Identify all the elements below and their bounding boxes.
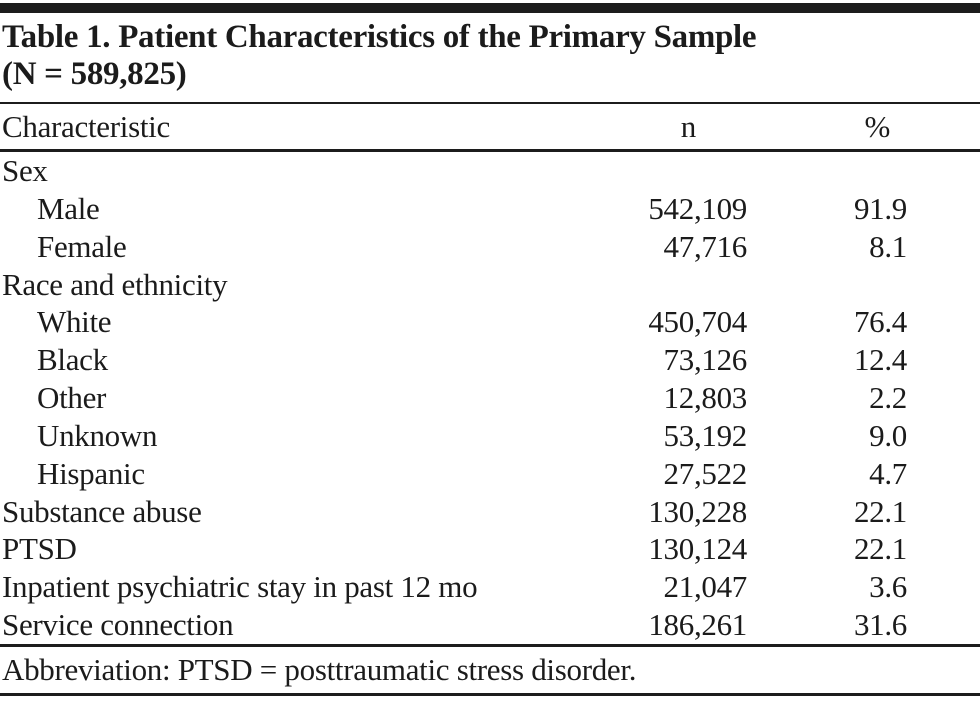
row-pct-value: 91.9 (853, 190, 907, 226)
table-row: Black 73,126 12.4 (0, 341, 980, 379)
table-row: Hispanic 27,522 4.7 (0, 455, 980, 493)
row-n-value: 186,261 (648, 607, 747, 643)
table-row: Male 542,109 91.9 (0, 190, 980, 228)
row-pct-value: 31.6 (853, 607, 907, 643)
body-footnote-divider-rule (0, 643, 980, 647)
table-row: Unknown 53,192 9.0 (0, 417, 980, 455)
row-pct-value: 2.2 (869, 380, 907, 416)
table-row: Race and ethnicity (0, 266, 980, 304)
table-row: Service connection 186,261 31.6 (0, 606, 980, 644)
row-n-value: 21,047 (663, 569, 748, 605)
table-bottom-rule (0, 692, 980, 696)
table-title-line2: (N = 589,825) (2, 56, 187, 92)
row-label: Inpatient psychiatric stay in past 12 mo (2, 569, 478, 605)
table-row: Inpatient psychiatric stay in past 12 mo… (0, 568, 980, 606)
row-label: Hispanic (37, 455, 145, 491)
row-pct-value: 22.1 (853, 493, 907, 529)
table-footnote: Abbreviation: PTSD = posttraumatic stres… (2, 651, 637, 687)
row-pct-value: 8.1 (869, 228, 907, 264)
table-row: White 450,704 76.4 (0, 303, 980, 341)
row-label: Female (37, 228, 127, 264)
table-row: Sex (0, 152, 980, 190)
row-pct-value (747, 152, 980, 190)
row-label: Race and ethnicity (2, 266, 228, 302)
row-label: Male (37, 190, 100, 226)
title-divider-rule (0, 102, 980, 104)
row-n-value: 27,522 (663, 455, 748, 491)
row-n-value: 542,109 (648, 190, 747, 226)
row-label: Other (37, 380, 107, 416)
table-title-line1: Table 1. Patient Characteristics of the … (2, 19, 757, 55)
table-title: Table 1. Patient Characteristics of the … (0, 13, 980, 102)
table-row: Other 12,803 2.2 (0, 379, 980, 417)
row-pct-value: 9.0 (869, 417, 907, 453)
row-n-value: 53,192 (663, 417, 748, 453)
row-n-value: 47,716 (663, 228, 748, 264)
table-row: Female 47,716 8.1 (0, 228, 980, 266)
table-top-border (0, 3, 980, 13)
row-label: Substance abuse (2, 493, 202, 529)
row-label: Service connection (2, 607, 234, 643)
row-pct-value: 4.7 (869, 455, 907, 491)
row-pct-value: 12.4 (853, 342, 907, 378)
table-body: Sex Male 542,109 91.9 Female 47,716 8.1 … (0, 152, 980, 644)
row-n-value: 73,126 (663, 342, 748, 378)
row-pct-value (747, 266, 980, 304)
row-n-value (590, 152, 747, 190)
row-label: Black (37, 342, 108, 378)
column-header-n: n (680, 108, 697, 144)
row-n-value (590, 266, 747, 304)
table-header-row: Characteristic n % (0, 104, 980, 149)
row-n-value: 12,803 (663, 380, 748, 416)
table-row: PTSD 130,124 22.1 (0, 530, 980, 568)
row-label: PTSD (2, 531, 77, 567)
table-row: Substance abuse 130,228 22.1 (0, 493, 980, 531)
row-n-value: 450,704 (648, 304, 747, 340)
header-divider-rule (0, 149, 980, 152)
column-header-characteristic: Characteristic (2, 108, 170, 144)
row-n-value: 130,124 (648, 531, 747, 567)
row-label: Unknown (37, 417, 158, 453)
row-label: White (37, 304, 112, 340)
row-n-value: 130,228 (648, 493, 747, 529)
column-header-percent: % (864, 108, 890, 144)
row-pct-value: 22.1 (853, 531, 907, 567)
row-label: Sex (2, 153, 48, 188)
row-pct-value: 3.6 (869, 569, 907, 605)
row-pct-value: 76.4 (853, 304, 907, 340)
